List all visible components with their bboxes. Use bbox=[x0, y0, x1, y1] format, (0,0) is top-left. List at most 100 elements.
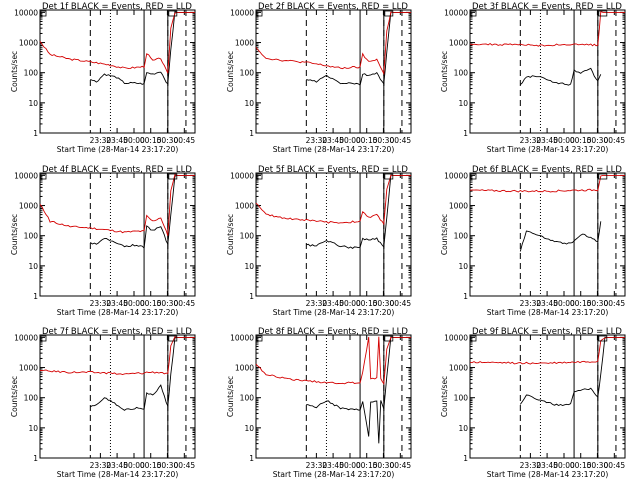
y-tick-label: 1 bbox=[249, 454, 254, 463]
y-tick-label: 100 bbox=[454, 394, 469, 403]
y-axis-label: Counts/sec bbox=[226, 214, 235, 255]
marker-box bbox=[598, 335, 608, 342]
x-tick-label: 00:00 bbox=[553, 136, 575, 145]
marker-box bbox=[40, 335, 47, 342]
y-tick-label: 1000 bbox=[235, 39, 254, 48]
y-tick-label: 1000 bbox=[235, 364, 254, 373]
panel-title: Det 9f BLACK = Events, RED = LLD bbox=[472, 327, 622, 337]
x-tick-label: 00:15 bbox=[356, 299, 378, 308]
events-series-line bbox=[90, 174, 195, 250]
plot-frame bbox=[39, 172, 196, 297]
y-tick-label: 10000 bbox=[230, 8, 254, 17]
y-tick-label: 10000 bbox=[230, 171, 254, 180]
x-tick-label: 00:45 bbox=[604, 461, 626, 470]
panel-title: Det 6f BLACK = Events, RED = LLD bbox=[472, 165, 622, 175]
y-tick-label: 100 bbox=[454, 69, 469, 78]
y-tick-label: 1 bbox=[463, 454, 468, 463]
events-series-line bbox=[519, 336, 625, 407]
lld-series-line bbox=[39, 173, 195, 236]
lld-series-line bbox=[255, 174, 411, 226]
y-axis-label: Counts/sec bbox=[10, 214, 19, 255]
x-tick-label: 23:45 bbox=[106, 461, 128, 470]
lld-series-line bbox=[40, 336, 195, 375]
x-tick-label: 23:30 bbox=[90, 136, 112, 145]
y-tick-label: 10000 bbox=[14, 8, 38, 17]
x-tick-label: 23:45 bbox=[536, 299, 558, 308]
x-axis-label: Start Time (28-Mar-14 23:17:20) bbox=[57, 470, 179, 479]
panel-title: Det 5f BLACK = Events, RED = LLD bbox=[258, 165, 408, 175]
y-tick-label: 1 bbox=[249, 129, 254, 138]
y-axis-label: Counts/sec bbox=[226, 51, 235, 92]
y-tick-label: 1 bbox=[33, 129, 38, 138]
y-tick-label: 10 bbox=[458, 99, 468, 108]
plot-frame bbox=[469, 9, 626, 134]
x-tick-label: 00:45 bbox=[390, 461, 412, 470]
events-series-line bbox=[306, 11, 411, 86]
y-tick-label: 1000 bbox=[449, 39, 468, 48]
panel-7: Det 7f BLACK = Events, RED = LLD 1 10 100 10… bbox=[10, 327, 196, 479]
marker-box bbox=[168, 335, 178, 342]
plot-frame bbox=[469, 334, 626, 459]
y-tick-label: 10000 bbox=[230, 333, 254, 342]
y-tick-label: 100 bbox=[454, 232, 469, 241]
y-tick-label: 100 bbox=[240, 232, 255, 241]
x-tick-label: 00:30 bbox=[157, 299, 179, 308]
marker-box bbox=[256, 10, 263, 17]
y-tick-label: 1000 bbox=[19, 202, 38, 211]
y-tick-label: 1000 bbox=[449, 202, 468, 211]
x-axis-label: Start Time (28-Mar-14 23:17:20) bbox=[273, 470, 395, 479]
y-tick-label: 100 bbox=[240, 69, 255, 78]
x-tick-label: 00:45 bbox=[174, 299, 196, 308]
lld-series-line bbox=[469, 10, 625, 47]
x-tick-label: 23:30 bbox=[306, 136, 328, 145]
panel-8: Det 8f BLACK = Events, RED = LLD 1 10 100 10… bbox=[226, 327, 412, 479]
plot-frame bbox=[39, 9, 196, 134]
marker-box bbox=[256, 173, 263, 180]
y-tick-label: 1 bbox=[33, 454, 38, 463]
x-tick-label: 00:00 bbox=[339, 299, 361, 308]
x-axis-label: Start Time (28-Mar-14 23:17:20) bbox=[273, 308, 395, 317]
events-series-line bbox=[519, 221, 602, 252]
x-tick-label: 00:45 bbox=[174, 461, 196, 470]
y-tick-label: 1 bbox=[463, 292, 468, 301]
panel-title: Det 2f BLACK = Events, RED = LLD bbox=[258, 2, 408, 12]
y-tick-label: 100 bbox=[24, 394, 39, 403]
panel-title: Det 7f BLACK = Events, RED = LLD bbox=[42, 327, 192, 337]
y-tick-label: 100 bbox=[24, 69, 39, 78]
x-tick-label: 00:30 bbox=[373, 299, 395, 308]
y-tick-label: 10000 bbox=[444, 8, 468, 17]
panel-2: Det 2f BLACK = Events, RED = LLD 1 10 100 10… bbox=[226, 2, 412, 154]
x-tick-label: 00:15 bbox=[140, 461, 162, 470]
y-axis-label: Counts/sec bbox=[10, 51, 19, 92]
x-tick-label: 23:45 bbox=[322, 136, 344, 145]
marker-box bbox=[384, 10, 394, 17]
x-tick-label: 00:30 bbox=[157, 136, 179, 145]
x-axis-label: Start Time (28-Mar-14 23:17:20) bbox=[57, 308, 179, 317]
x-tick-label: 00:15 bbox=[570, 299, 592, 308]
x-tick-label: 00:15 bbox=[356, 136, 378, 145]
y-tick-label: 1 bbox=[33, 292, 38, 301]
x-tick-label: 00:15 bbox=[570, 461, 592, 470]
x-tick-label: 23:45 bbox=[536, 136, 558, 145]
y-tick-label: 10 bbox=[28, 99, 38, 108]
x-axis-label: Start Time (28-Mar-14 23:17:20) bbox=[273, 145, 395, 154]
panel-5: Det 5f BLACK = Events, RED = LLD 1 10 100 10… bbox=[226, 165, 412, 317]
lld-series-line bbox=[469, 336, 625, 365]
x-tick-label: 23:45 bbox=[536, 461, 558, 470]
x-tick-label: 00:00 bbox=[123, 461, 145, 470]
y-tick-label: 1000 bbox=[19, 39, 38, 48]
marker-box bbox=[168, 10, 178, 17]
x-tick-label: 00:30 bbox=[373, 461, 395, 470]
x-tick-label: 23:30 bbox=[520, 136, 542, 145]
x-tick-label: 00:45 bbox=[390, 299, 412, 308]
y-tick-label: 10 bbox=[28, 424, 38, 433]
x-tick-label: 00:45 bbox=[604, 299, 626, 308]
panel-title: Det 1f BLACK = Events, RED = LLD bbox=[42, 2, 192, 12]
x-tick-label: 00:30 bbox=[373, 136, 395, 145]
x-axis-label: Start Time (28-Mar-14 23:17:20) bbox=[487, 145, 609, 154]
marker-box bbox=[470, 335, 477, 342]
panel-4: Det 4f BLACK = Events, RED = LLD 1 10 100 10… bbox=[10, 165, 196, 317]
x-tick-label: 23:30 bbox=[520, 461, 542, 470]
panel-title: Det 3f BLACK = Events, RED = LLD bbox=[472, 2, 622, 12]
